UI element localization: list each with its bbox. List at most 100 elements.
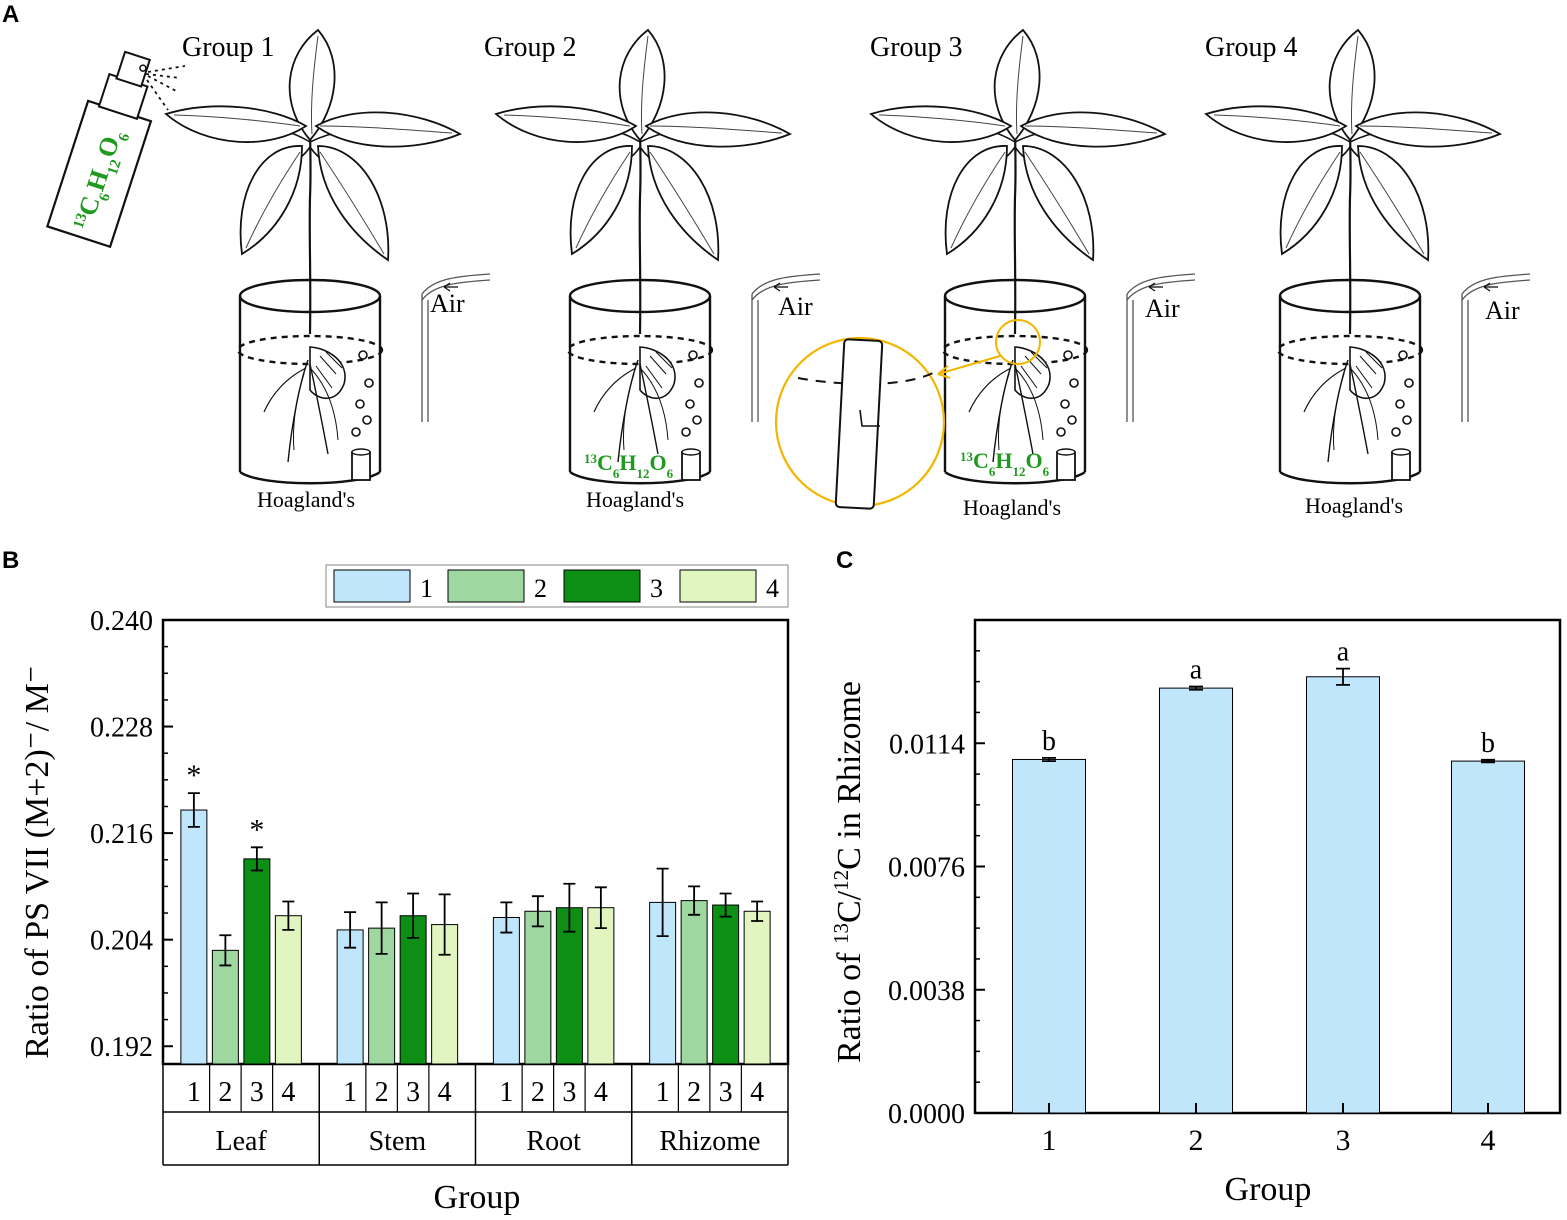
legend-label-3: 3 — [650, 574, 663, 603]
b-tissue-label: Rhizome — [659, 1126, 760, 1157]
c-y-tick-label: 0.0076 — [888, 853, 965, 884]
air-label-1: Air — [430, 289, 465, 318]
b-group-label: 3 — [406, 1077, 420, 1108]
legend-swatch-2 — [447, 569, 525, 603]
significance-marker: * — [186, 759, 201, 792]
c-bars: b a a b — [1012, 637, 1525, 1114]
bar-root-group-2 — [524, 910, 552, 1065]
medium-label-1: Hoagland's — [257, 487, 355, 512]
b-group-label: 2 — [375, 1077, 389, 1108]
b-group-label: 1 — [343, 1077, 357, 1108]
bar-rhizome-group-2 — [680, 900, 708, 1065]
panel-a-letter: A — [2, 1, 19, 28]
error-bar — [250, 846, 263, 872]
spray-bottle-icon: 13C6H12O6 — [45, 50, 153, 249]
c-x-tick-label: 1 — [1042, 1124, 1057, 1157]
legend-swatch-4 — [679, 569, 757, 603]
error-bar — [407, 892, 420, 939]
c-x-axis-label: Group — [1225, 1171, 1312, 1208]
error-bar — [719, 892, 732, 918]
b-y-tick-label: 0.204 — [90, 926, 153, 957]
c-x-tick-label: 2 — [1189, 1124, 1204, 1157]
bar-leaf-group-1 — [180, 809, 208, 1065]
error-bar — [187, 792, 200, 828]
b-x-axis-label: Group — [434, 1179, 521, 1216]
bar-rhizome-group-4 — [743, 910, 771, 1065]
b-group-label: 3 — [562, 1077, 576, 1108]
legend-label-1: 1 — [420, 574, 433, 603]
c-x-tick-label: 4 — [1481, 1124, 1496, 1157]
c-x-axis: 1 2 3 4 — [1042, 1103, 1496, 1157]
b-group-label: 1 — [499, 1077, 513, 1108]
c-y-axis: 0.0000 0.0038 0.0076 0.0114 — [888, 619, 985, 1130]
b-group-label: 4 — [594, 1077, 608, 1108]
error-bar — [500, 901, 513, 934]
bar-group-2 — [1159, 687, 1233, 1114]
panel-c-letter: C — [836, 547, 853, 574]
medium-label-4: Hoagland's — [1305, 493, 1403, 518]
panel-b: B 1 2 3 4 Ratio of PS VII (M+2)⁻/ M⁻ 0.1… — [2, 547, 790, 1216]
error-bar — [438, 893, 451, 956]
panel-a: A Group 1 Group 2 Group 3 Group 4 Air Ai… — [2, 1, 1532, 520]
error-bar — [688, 885, 701, 916]
legend-label-4: 4 — [766, 574, 779, 603]
air-label-3: Air — [1145, 294, 1180, 323]
bar-root-group-4 — [587, 907, 615, 1065]
legend-label-2: 2 — [534, 574, 547, 603]
b-group-label: 2 — [687, 1077, 701, 1108]
group-4-title: Group 4 — [1205, 32, 1298, 63]
bar-root-group-1 — [492, 916, 520, 1065]
b-y-tick-label: 0.240 — [90, 606, 153, 637]
group-3-title: Group 3 — [870, 32, 963, 63]
medium-label-3: Hoagland's — [963, 495, 1061, 520]
b-group-label: 4 — [281, 1077, 295, 1108]
significance-letter: a — [1190, 654, 1203, 685]
b-y-axis-label: Ratio of PS VII (M+2)⁻/ M⁻ — [19, 665, 56, 1059]
bar-group-3 — [1306, 676, 1380, 1114]
bar-group-4 — [1451, 760, 1525, 1114]
c-y-tick-label: 0.0038 — [888, 976, 965, 1007]
legend-swatch-3 — [563, 569, 641, 603]
b-group-label: 3 — [250, 1077, 264, 1108]
b-group-label: 3 — [719, 1077, 733, 1108]
air-label-2: Air — [778, 292, 813, 321]
group-2-title: Group 2 — [484, 32, 577, 63]
beaker-formula-2: 13C6H12O6 — [584, 450, 674, 481]
b-tissue-label: Leaf — [215, 1126, 267, 1157]
panel-b-letter: B — [2, 547, 19, 574]
legend-swatch-1 — [333, 569, 411, 603]
b-bars: ** — [180, 759, 771, 1065]
b-y-tick-label: 0.192 — [90, 1032, 153, 1063]
b-y-axis: 0.192 0.204 0.216 0.228 0.240 — [90, 606, 173, 1063]
c-y-axis-label: Ratio of 13C/12C in Rhizome — [829, 681, 868, 1063]
error-bar — [751, 900, 764, 922]
bar-leaf-group-2 — [211, 949, 239, 1065]
significance-letter: a — [1337, 637, 1350, 668]
bar-leaf-group-4 — [274, 915, 302, 1065]
significance-marker: * — [249, 813, 264, 846]
plant-illustration-4 — [1204, 28, 1532, 485]
air-label-4: Air — [1485, 296, 1520, 325]
error-bar — [594, 886, 607, 930]
zoom-inset — [774, 319, 1041, 510]
medium-label-2: Hoagland's — [586, 487, 684, 512]
error-bar — [219, 934, 232, 967]
b-group-label: 1 — [656, 1077, 670, 1108]
c-y-tick-label: 0.0114 — [889, 729, 965, 760]
b-y-tick-label: 0.228 — [90, 713, 153, 744]
error-bar — [656, 867, 669, 938]
bar-stem-group-3 — [399, 915, 427, 1065]
error-bar — [1189, 685, 1203, 691]
error-bar — [1481, 758, 1495, 764]
significance-letter: b — [1042, 726, 1056, 757]
panel-c: C Ratio of 13C/12C in Rhizome 0.00000.00… — [829, 547, 1562, 1208]
b-group-label: 1 — [187, 1077, 201, 1108]
b-group-label: 2 — [531, 1077, 545, 1108]
b-y-tick-label: 0.216 — [90, 819, 153, 850]
c-y-tick-label: 0.0000 — [888, 1099, 965, 1130]
bar-rhizome-group-3 — [712, 904, 740, 1065]
b-tissue-label: Stem — [369, 1126, 427, 1157]
bar-group-1 — [1012, 758, 1086, 1114]
